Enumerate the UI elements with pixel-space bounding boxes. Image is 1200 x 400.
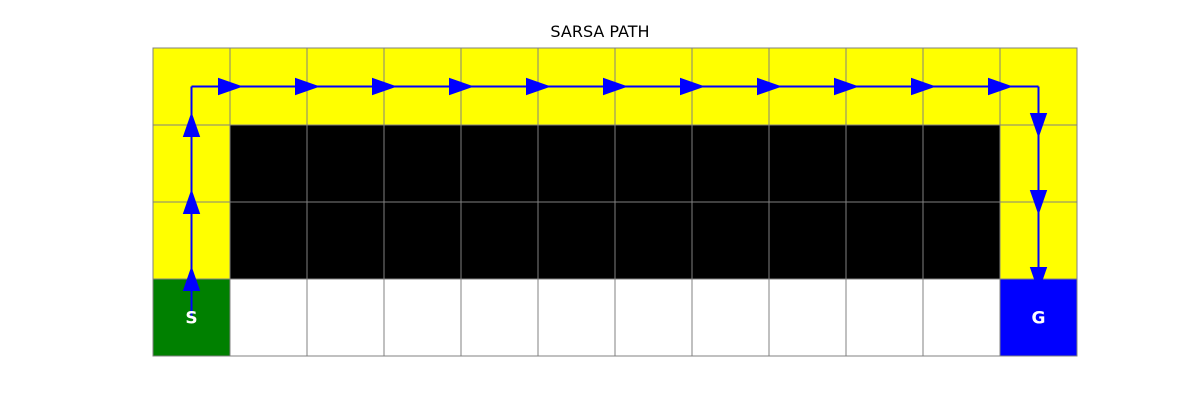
chart-title: SARSA PATH	[550, 22, 650, 41]
grid-cell-empty-r3-c2	[306, 278, 385, 357]
grid-cell-cliff-r1-c2	[306, 124, 385, 203]
path-arrowhead-2	[182, 188, 201, 214]
path-arrowhead-3	[182, 111, 201, 137]
path-arrowhead-14	[988, 77, 1014, 96]
grid-cell-cliff-r2-c1	[229, 201, 308, 280]
grid-cell-empty-r3-c9	[845, 278, 924, 357]
path-step-17	[1029, 240, 1048, 318]
path-arrowhead-13	[911, 77, 937, 96]
goal-label: G	[1032, 309, 1046, 329]
path-arrowhead-16	[1029, 190, 1048, 216]
grid-cell-cliff-r2-c8	[768, 201, 847, 280]
path-arrowhead-4	[218, 77, 244, 96]
grid-cell-cliff-r1-c6	[614, 124, 693, 203]
start-label: S	[185, 309, 197, 329]
path-step-7	[422, 77, 500, 96]
grid-cell-cliff-r2-c5	[537, 201, 616, 280]
path-step-11	[730, 77, 808, 96]
grid-cell-cliff-r1-c10	[922, 124, 1001, 203]
path-step-12	[807, 77, 885, 96]
path-arrowhead-5	[295, 77, 321, 96]
path-arrowhead-10	[680, 77, 706, 96]
path-step-9	[576, 77, 654, 96]
grid-cell-cliff-r2-c9	[845, 201, 924, 280]
path-arrowhead-8	[526, 77, 552, 96]
path-arrowhead-15	[1029, 113, 1048, 139]
grid-cell-cliff-r1-c5	[537, 124, 616, 203]
path-step-14	[961, 77, 1039, 96]
grid-cell-empty-r3-c3	[383, 278, 462, 357]
path-step-15	[1029, 86, 1048, 164]
path-step-4	[191, 77, 269, 96]
grid-cell-cliff-r2-c7	[691, 201, 770, 280]
grid-cell-cliff-r2-c4	[460, 201, 539, 280]
grid-cell-empty-r3-c5	[537, 278, 616, 357]
path-step-2	[182, 163, 201, 241]
path-arrowhead-12	[834, 77, 860, 96]
grid-cell-empty-r3-c6	[614, 278, 693, 357]
grid-cell-cliff-r1-c3	[383, 124, 462, 203]
grid-cell-empty-r3-c7	[691, 278, 770, 357]
path-step-13	[884, 77, 962, 96]
grid-cell-cliff-r1-c4	[460, 124, 539, 203]
path-arrowhead-11	[757, 77, 783, 96]
path-step-1	[182, 240, 201, 318]
path-step-6	[345, 77, 423, 96]
path-arrowhead-7	[449, 77, 475, 96]
grid-cell-empty-r3-c1	[229, 278, 308, 357]
path-arrowhead-17	[1029, 267, 1048, 293]
grid-cell-cliff-r2-c10	[922, 201, 1001, 280]
path-step-3	[182, 86, 201, 164]
path-step-10	[653, 77, 731, 96]
grid-cell-cliff-r1-c7	[691, 124, 770, 203]
grid-cell-cliff-r2-c3	[383, 201, 462, 280]
grid-cell-cliff-r1-c1	[229, 124, 308, 203]
path-step-5	[268, 77, 346, 96]
grid-cell-empty-r3-c10	[922, 278, 1001, 357]
grid-cell-cliff-r1-c8	[768, 124, 847, 203]
path-arrowhead-9	[603, 77, 629, 96]
path-arrowhead-6	[372, 77, 398, 96]
path-step-16	[1029, 163, 1048, 241]
grid-cell-empty-r3-c4	[460, 278, 539, 357]
grid-cell-cliff-r2-c2	[306, 201, 385, 280]
grid-cell-cliff-r2-c6	[614, 201, 693, 280]
path-step-8	[499, 77, 577, 96]
path-arrowhead-1	[182, 265, 201, 291]
grid-cell-empty-r3-c8	[768, 278, 847, 357]
grid-cell-cliff-r1-c9	[845, 124, 924, 203]
